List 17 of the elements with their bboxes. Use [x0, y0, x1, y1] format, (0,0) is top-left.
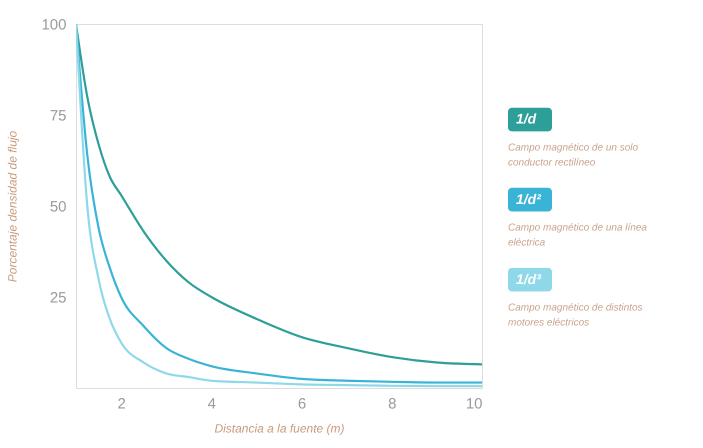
y-tick-label: 50 — [50, 198, 66, 216]
x-tick-label: 2 — [117, 396, 126, 412]
y-tick-label: 75 — [50, 108, 66, 124]
x-tick-label: 8 — [388, 396, 396, 412]
text: Campo magnético de una línea eléctrica — [508, 222, 648, 248]
text: Campo magnético de distintos motores eléctricos — [508, 302, 643, 328]
x-tick-label: 10 — [466, 396, 482, 412]
text: Campo magnético de un solo conductor rectilíneo — [508, 142, 639, 168]
text: 1/d³ — [516, 270, 542, 287]
y-tick-label: 25 — [50, 290, 66, 306]
x-tick-label: 6 — [298, 396, 306, 412]
text: 1/d² — [516, 190, 542, 207]
y-axis-title: Porcentaje densidad de flujo — [5, 130, 20, 282]
y-tick-label: 100 — [41, 16, 66, 34]
text: 1/d — [516, 110, 537, 127]
x-axis-title: Distancia a la fuente (m) — [214, 422, 345, 436]
x-tick-label: 4 — [208, 396, 216, 412]
